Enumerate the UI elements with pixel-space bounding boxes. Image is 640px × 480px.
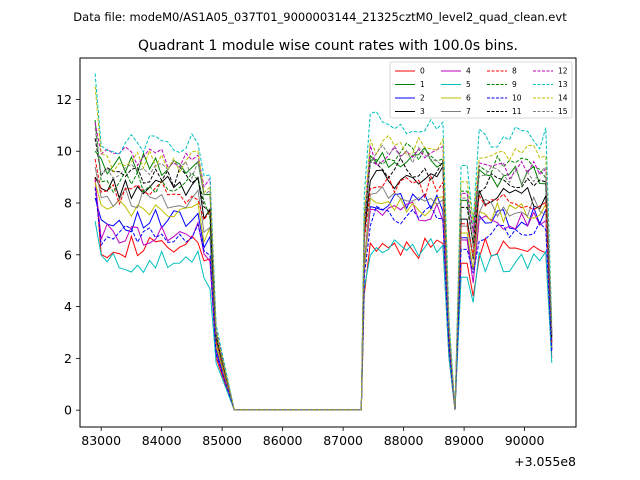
y-tick-label: 8 [64, 196, 72, 211]
y-axis: 0 2 4 6 8 10 12 [56, 92, 80, 418]
legend-label-5: 5 [466, 80, 471, 89]
series-line-12 [94, 122, 553, 411]
legend-label-1: 1 [420, 80, 425, 89]
series-line-14 [94, 86, 553, 411]
y-tick-label: 0 [64, 403, 72, 418]
series-line-6 [94, 182, 553, 411]
legend-label-10: 10 [512, 94, 522, 103]
legend-label-9: 9 [512, 80, 517, 89]
legend-label-13: 13 [558, 80, 568, 89]
legend-box [389, 61, 573, 119]
plot-lines [94, 73, 553, 411]
legend-label-14: 14 [558, 94, 568, 103]
legend-label-2: 2 [420, 94, 425, 103]
x-tick-label: 87000 [323, 433, 363, 448]
legend-label-12: 12 [558, 67, 568, 76]
legend-label-0: 0 [420, 67, 425, 76]
y-tick-label: 4 [64, 299, 72, 314]
series-line-10 [94, 187, 553, 411]
x-axis-offset: +3.055e8 [514, 454, 576, 469]
series-line-13 [94, 73, 553, 411]
legend-label-11: 11 [512, 107, 522, 116]
series-line-15 [94, 127, 553, 411]
y-tick-label: 2 [64, 351, 72, 366]
x-tick-label: 83000 [81, 433, 121, 448]
series-line-7 [94, 166, 553, 411]
x-tick-label: 84000 [142, 433, 182, 448]
axes-frame [79, 57, 577, 428]
figure-suptitle: Data file: modeM0/AS1A05_037T01_90000031… [73, 10, 567, 24]
x-axis: 83000 84000 85000 86000 87000 88000 89000 90000 [81, 427, 545, 448]
series-line-5 [94, 221, 553, 411]
legend-label-4: 4 [466, 67, 471, 76]
series-line-4 [94, 179, 553, 411]
legend-label-15: 15 [558, 107, 568, 116]
x-tick-label: 89000 [444, 433, 484, 448]
series-line-2 [94, 193, 553, 411]
chart-title: Quadrant 1 module wise count rates with … [138, 38, 518, 54]
x-tick-label: 86000 [263, 433, 303, 448]
y-tick-label: 6 [64, 247, 72, 262]
y-tick-label: 10 [56, 144, 72, 159]
series-line-11 [94, 138, 553, 411]
legend-label-7: 7 [466, 107, 471, 116]
x-tick-label: 90000 [505, 433, 545, 448]
x-tick-label: 85000 [202, 433, 242, 448]
y-tick-label: 12 [56, 92, 72, 107]
legend-label-8: 8 [512, 67, 517, 76]
series-line-8 [94, 158, 553, 411]
legend-label-3: 3 [420, 107, 425, 116]
x-tick-label: 88000 [384, 433, 424, 448]
legend-label-6: 6 [466, 94, 471, 103]
